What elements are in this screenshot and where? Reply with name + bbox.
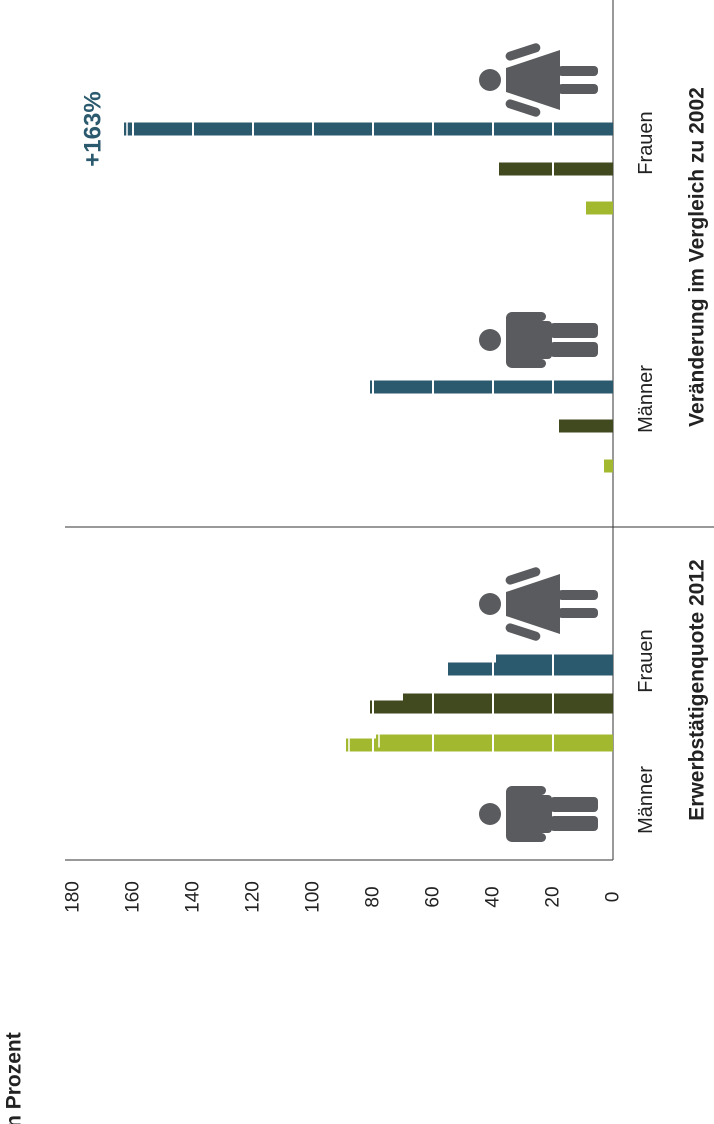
category-label-1-0: Männer — [635, 365, 657, 433]
bar-1-0-1 — [559, 419, 613, 433]
bar-0-1-2 — [496, 654, 613, 668]
category-label-0-0: Männer — [635, 766, 657, 834]
woman-figure-icon — [479, 43, 598, 117]
bar-1-0-0 — [604, 459, 613, 473]
tick-label-80: 80 — [363, 886, 384, 907]
man-figure-icon — [479, 312, 598, 368]
bar-1-1-1 — [499, 162, 613, 176]
tick-label-0: 0 — [603, 892, 624, 903]
tick-label-120: 120 — [243, 881, 264, 913]
panel-title-1: Veränderung im Vergleich zu 2002 — [686, 87, 709, 427]
tick-label-180: 180 — [63, 881, 84, 913]
tick-label-60: 60 — [423, 886, 444, 907]
tick-label-160: 160 — [123, 881, 144, 913]
bar-1-1-0 — [586, 201, 613, 215]
tick-label-20: 20 — [543, 886, 564, 907]
bar-1-0-2 — [370, 380, 613, 394]
category-label-0-1: Frauen — [635, 629, 657, 692]
unit-label: in Prozent — [3, 1032, 26, 1124]
woman-figure-icon — [479, 567, 598, 641]
tick-label-100: 100 — [303, 881, 324, 913]
panel-title-0: Erwerbstätigenquote 2012 — [686, 559, 709, 820]
bar-1-1-2 — [124, 122, 613, 136]
category-label-1-1: Frauen — [635, 111, 657, 174]
bar-0-1-0 — [376, 734, 613, 748]
bar-0-1-1 — [403, 693, 613, 707]
tick-label-140: 140 — [183, 881, 204, 913]
tick-label-40: 40 — [483, 886, 504, 907]
annotation-label-0: +163% — [80, 91, 107, 166]
man-figure-icon — [479, 786, 598, 842]
